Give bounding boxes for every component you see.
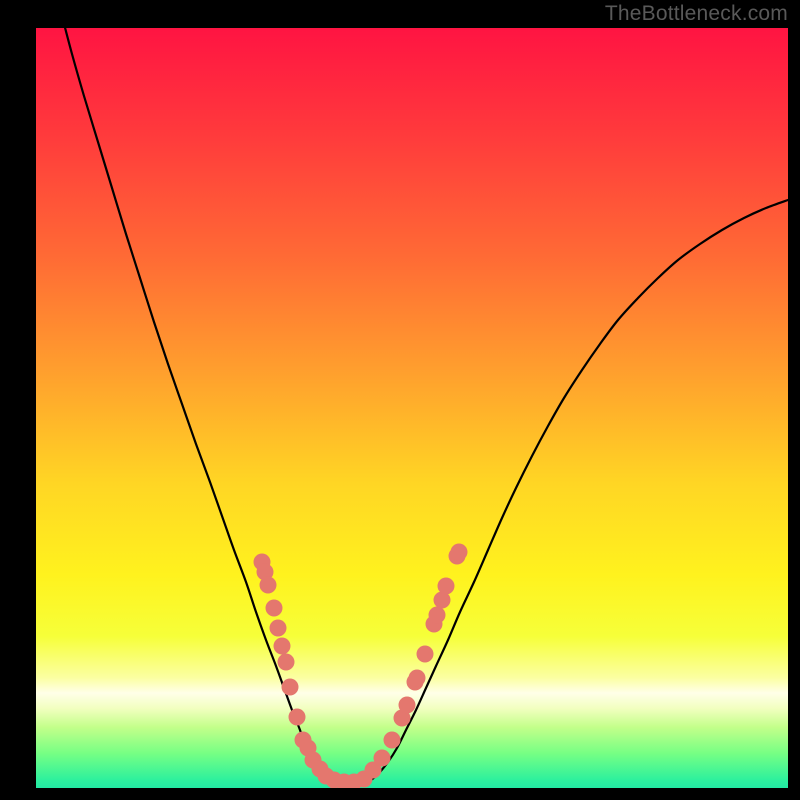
data-point xyxy=(438,578,455,595)
watermark-text: TheBottleneck.com xyxy=(605,2,788,26)
data-point xyxy=(417,646,434,663)
data-point xyxy=(289,709,306,726)
data-point xyxy=(282,679,299,696)
data-point xyxy=(266,600,283,617)
data-point xyxy=(409,670,426,687)
data-point xyxy=(270,620,287,637)
data-point xyxy=(274,638,291,655)
data-point xyxy=(399,697,416,714)
data-point xyxy=(384,732,401,749)
data-point xyxy=(451,544,468,561)
data-point xyxy=(374,750,391,767)
data-point xyxy=(429,607,446,624)
data-point xyxy=(260,577,277,594)
data-point xyxy=(278,654,295,671)
